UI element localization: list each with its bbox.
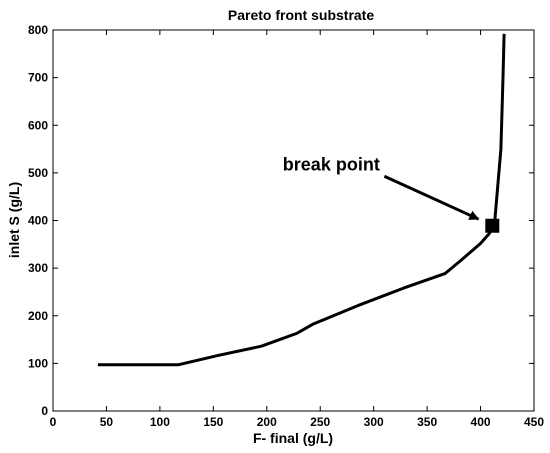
break-point-arrow: [383, 174, 480, 221]
y-axis-label: inlet S (g/L): [6, 182, 22, 258]
pareto-front-line: [97, 33, 506, 367]
x-tick-label: 250: [310, 415, 330, 429]
x-axis-label: F- final (g/L): [253, 430, 333, 446]
break-point-label: break point: [283, 154, 380, 174]
x-tick-label: 0: [50, 415, 57, 429]
y-tick-label: 400: [28, 214, 48, 228]
x-tick-label: 300: [364, 415, 384, 429]
x-tick-label: 150: [203, 415, 223, 429]
y-tick-label: 700: [28, 71, 48, 85]
x-tick-label: 50: [100, 415, 114, 429]
y-tick-label: 200: [28, 309, 48, 323]
y-tick-label: 0: [41, 404, 48, 418]
x-axis: 0 50 100 150 200 250 300 350 400 450: [50, 30, 544, 429]
y-tick-label: 600: [28, 118, 48, 132]
y-tick-label: 300: [28, 261, 48, 275]
chart-title: Pareto front substrate: [228, 7, 374, 23]
plot-frame: [52, 29, 535, 412]
x-tick-label: 450: [524, 415, 544, 429]
break-point-marker: [485, 218, 500, 233]
y-tick-label: 800: [28, 23, 48, 37]
y-axis: 0 100 200 300 400 500 600 700 800: [28, 23, 534, 418]
y-tick-label: 100: [28, 356, 48, 370]
x-tick-label: 200: [257, 415, 277, 429]
annotations: break point: [283, 154, 480, 221]
markers: [485, 218, 500, 233]
x-tick-label: 350: [417, 415, 437, 429]
x-tick-label: 100: [150, 415, 170, 429]
x-tick-label: 400: [471, 415, 491, 429]
y-tick-label: 500: [28, 166, 48, 180]
